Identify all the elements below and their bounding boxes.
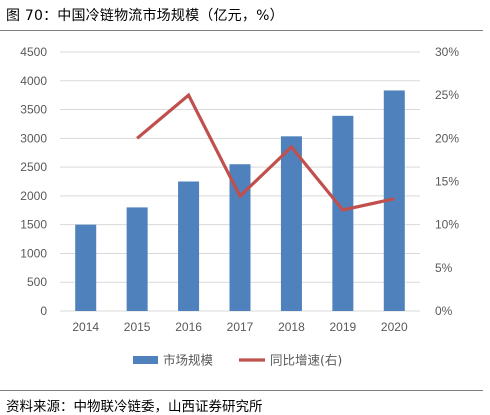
left-axis-ticks: 0 500 1000 1500 2000 2500 3000 3500 4000 4500	[20, 45, 47, 318]
y-tick-label: 1500	[20, 218, 47, 232]
y2-tick-label: 25%	[435, 88, 459, 102]
x-tick-label: 2020	[381, 320, 408, 334]
bar	[332, 115, 354, 312]
y-tick-label: 3500	[20, 103, 47, 117]
x-tick-label: 2016	[175, 320, 202, 334]
x-tick-label: 2019	[330, 320, 357, 334]
y-tick-label: 3000	[20, 131, 47, 145]
growth-line	[136, 92, 395, 212]
y-tick-label: 1000	[20, 246, 47, 260]
x-tick-label: 2014	[72, 320, 99, 334]
x-tick-label: 2015	[124, 320, 151, 334]
y2-tick-label: 30%	[435, 45, 459, 59]
line-series	[136, 92, 395, 212]
y2-tick-label: 5%	[435, 261, 453, 275]
y-tick-label: 2000	[20, 189, 47, 203]
chart: 0 500 1000 1500 2000 2500 3000 3500 4000 4500 0% 5…	[20, 45, 459, 368]
bottom-divider	[0, 390, 483, 391]
bar	[229, 164, 251, 311]
source-note: 资料来源：中物联冷链委，山西证券研究所	[6, 399, 263, 415]
legend-line-label: 同比增速(右)	[270, 353, 342, 368]
bar	[178, 181, 200, 311]
top-divider	[0, 30, 483, 31]
x-tick-label: 2017	[227, 320, 254, 334]
y-tick-label: 4000	[20, 74, 47, 88]
bar-series	[75, 90, 405, 312]
bar	[280, 136, 302, 311]
y2-tick-label: 10%	[435, 218, 459, 232]
x-axis-ticks: 2014 2015 2016 2017 2018 2019 2020	[72, 320, 408, 334]
y-tick-label: 500	[27, 275, 47, 289]
y-tick-label: 2500	[20, 160, 47, 174]
y2-tick-label: 0%	[435, 304, 453, 318]
bar	[383, 90, 405, 311]
bar	[126, 207, 148, 311]
legend: 市场规模 同比增速(右)	[133, 353, 342, 368]
bar	[75, 224, 97, 311]
y-tick-label: 0	[40, 304, 47, 318]
legend-bar-label: 市场规模	[163, 353, 214, 368]
x-tick-label: 2018	[278, 320, 305, 334]
y2-tick-label: 20%	[435, 131, 459, 145]
figure-title: 图 70：中国冷链物流市场规模（亿元，%）	[6, 8, 284, 24]
y-tick-label: 4500	[20, 45, 47, 59]
y2-tick-label: 15%	[435, 175, 459, 189]
right-axis-ticks: 0% 5% 10% 15% 20% 25% 30%	[435, 45, 459, 318]
legend-bar-swatch	[133, 356, 158, 364]
